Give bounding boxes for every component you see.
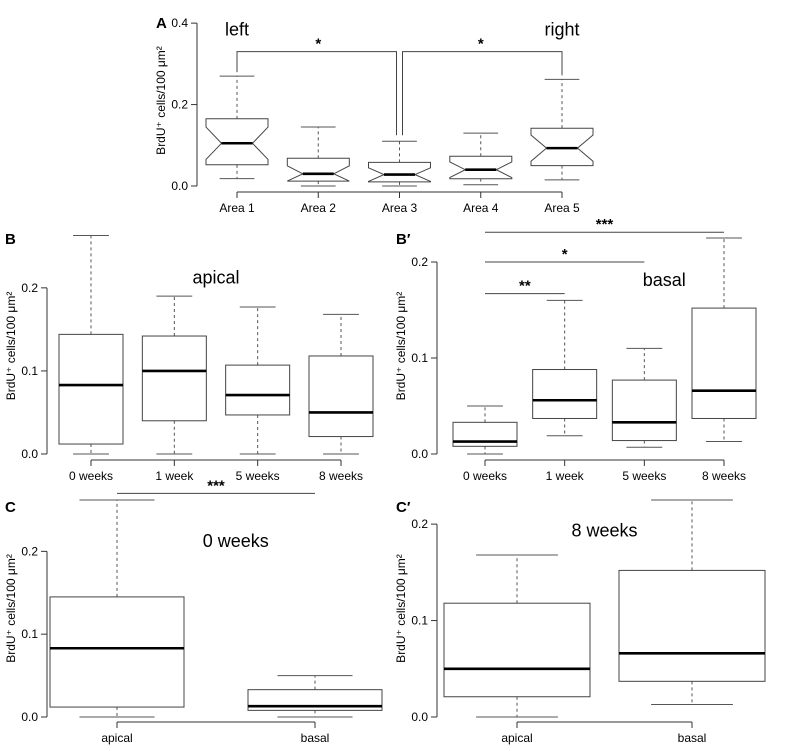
panel-annotation: right — [544, 19, 579, 39]
box-8-weeks — [691, 237, 757, 443]
y-tick-label: 0.1 — [411, 351, 428, 365]
box-area-4 — [449, 132, 513, 186]
box-body — [449, 155, 513, 180]
y-tick-label: 0.1 — [411, 614, 428, 628]
y-tick-label: 0.0 — [21, 710, 38, 724]
significance-label: * — [478, 36, 484, 53]
y-tick-label: 0.2 — [21, 544, 38, 558]
y-tick-label: 0.0 — [411, 447, 428, 461]
box-apical — [443, 554, 591, 718]
panel-annotation: 8 weeks — [571, 521, 637, 541]
box-0-weeks — [58, 235, 124, 455]
panel-annotation: basal — [643, 270, 686, 290]
box-body — [532, 369, 598, 419]
panel-annotation: left — [225, 19, 249, 39]
box-body — [58, 333, 124, 445]
box-body — [286, 157, 350, 182]
y-axis-label: BrdU⁺ cells/100 μm² — [154, 46, 168, 155]
box-body — [205, 118, 269, 166]
y-tick-label: 0.2 — [411, 517, 428, 531]
box-body — [141, 335, 207, 422]
significance-bar: ** — [485, 278, 565, 295]
x-tick-label: Area 5 — [544, 201, 580, 215]
x-tick-label: 0 weeks — [69, 469, 113, 483]
significance-bar: * — [485, 246, 645, 263]
box-body — [49, 596, 185, 708]
x-tick-label: Area 1 — [219, 201, 255, 215]
panel-3: B′ 0.0 0.1 0.2 BrdU⁺ cells/100 μm² 0 weeks 1 w… — [394, 216, 757, 483]
box-basal — [618, 499, 766, 705]
panel-1: A 0.0 0.2 0.4 BrdU⁺ cells/100 μm² Area 1 Area … — [154, 15, 594, 215]
x-tick-label: Area 3 — [382, 201, 418, 215]
box-area-1 — [205, 75, 269, 180]
panel-letter: C′ — [396, 499, 411, 516]
y-tick-label: 0.0 — [411, 710, 428, 724]
box-body — [618, 569, 766, 682]
x-tick-label: 1 week — [546, 469, 585, 483]
panel-letter: A — [156, 15, 167, 32]
significance-bar: *** — [485, 216, 724, 233]
y-axis-label: BrdU⁺ cells/100 μm² — [394, 554, 408, 663]
box-5-weeks — [225, 306, 291, 455]
x-tick-label: apical — [101, 731, 132, 745]
x-tick-label: Area 2 — [301, 201, 337, 215]
y-tick-label: 0.2 — [21, 281, 38, 295]
x-tick-label: apical — [501, 731, 532, 745]
panel-annotation: 0 weeks — [203, 531, 269, 551]
significance-label: * — [315, 36, 321, 53]
panel-letter: C — [5, 499, 16, 516]
panel-5: C′ 0.0 0.1 0.2 BrdU⁺ cells/100 μm² apical basa… — [394, 499, 766, 745]
box-area-2 — [286, 126, 350, 187]
y-tick-label: 0.0 — [21, 447, 38, 461]
box-5-weeks — [611, 347, 677, 448]
box-apical — [49, 499, 185, 718]
y-tick-label: 0.4 — [171, 16, 188, 30]
x-tick-label: Area 4 — [463, 201, 499, 215]
y-tick-label: 0.1 — [21, 364, 38, 378]
y-tick-label: 0.2 — [171, 98, 188, 112]
y-tick-label: 0.0 — [171, 179, 188, 193]
significance-label: * — [562, 246, 568, 263]
y-axis-label: BrdU⁺ cells/100 μm² — [4, 554, 18, 663]
box-body — [368, 161, 431, 183]
panel-letter: B′ — [396, 231, 411, 248]
significance-label: *** — [596, 216, 614, 233]
box-basal — [247, 675, 383, 718]
x-tick-label: 0 weeks — [463, 469, 507, 483]
box-body — [225, 364, 291, 416]
box-body — [308, 355, 374, 438]
significance-label: *** — [207, 477, 225, 494]
box-area-3 — [368, 140, 431, 187]
x-tick-label: 5 weeks — [236, 469, 280, 483]
panel-annotation: apical — [192, 268, 239, 288]
y-tick-label: 0.2 — [411, 255, 428, 269]
panel-letter: B — [5, 231, 16, 248]
x-tick-label: 8 weeks — [319, 469, 363, 483]
significance-label: ** — [519, 278, 531, 295]
box-body — [443, 602, 591, 698]
significance-bar: * — [236, 36, 397, 136]
significance-bar: *** — [117, 477, 315, 494]
box-body — [611, 379, 677, 442]
box-8-weeks — [308, 313, 374, 455]
x-tick-label: basal — [678, 731, 707, 745]
y-axis-label: BrdU⁺ cells/100 μm² — [4, 292, 18, 401]
x-tick-label: basal — [301, 731, 330, 745]
box-area-5 — [530, 78, 594, 181]
significance-bar: * — [402, 36, 563, 136]
box-0-weeks — [452, 405, 518, 455]
x-tick-label: 8 weeks — [702, 469, 746, 483]
y-axis-label: BrdU⁺ cells/100 μm² — [394, 292, 408, 401]
box-body — [691, 307, 757, 419]
x-tick-label: 1 week — [155, 469, 194, 483]
y-tick-label: 0.1 — [21, 627, 38, 641]
box-1-week — [141, 295, 207, 455]
box-1-week — [532, 299, 598, 437]
x-tick-label: 5 weeks — [622, 469, 666, 483]
